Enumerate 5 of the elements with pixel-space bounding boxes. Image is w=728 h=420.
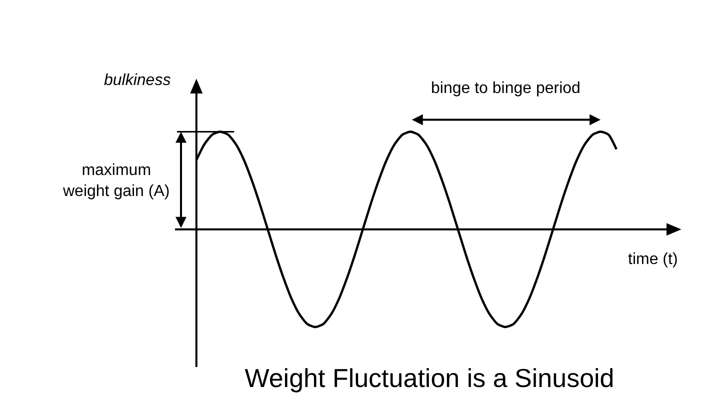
text: binge to binge period xyxy=(431,80,580,97)
text: Weight Fluctuation is a Sinusoid xyxy=(244,363,614,394)
text: maximum weight gain (A) xyxy=(62,162,170,200)
x-axis-title: time (t) xyxy=(628,251,678,268)
y-axis-title: bulkiness xyxy=(104,72,171,89)
